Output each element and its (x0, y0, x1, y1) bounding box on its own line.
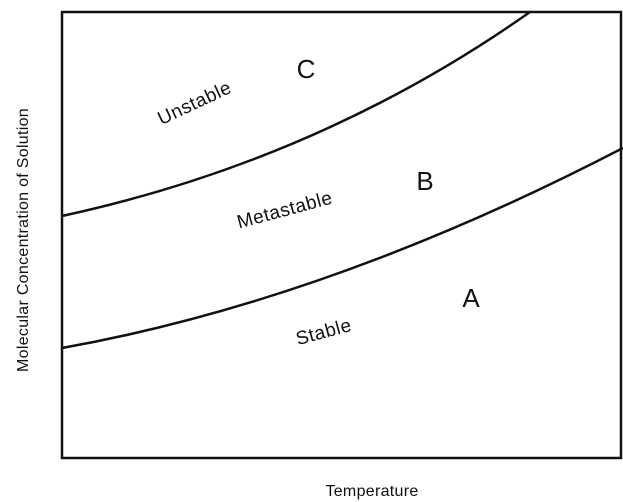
frame (60, 10, 623, 460)
x-axis-label: Temperature (325, 483, 418, 500)
region-letter: B (416, 166, 433, 196)
region-letter: C (297, 54, 316, 84)
solubility-curve (61, 146, 623, 350)
y-axis-label: Molecular Concentration of Solution (15, 108, 32, 372)
supersolubility-curve (61, 10, 531, 218)
region-letter: A (462, 283, 480, 313)
